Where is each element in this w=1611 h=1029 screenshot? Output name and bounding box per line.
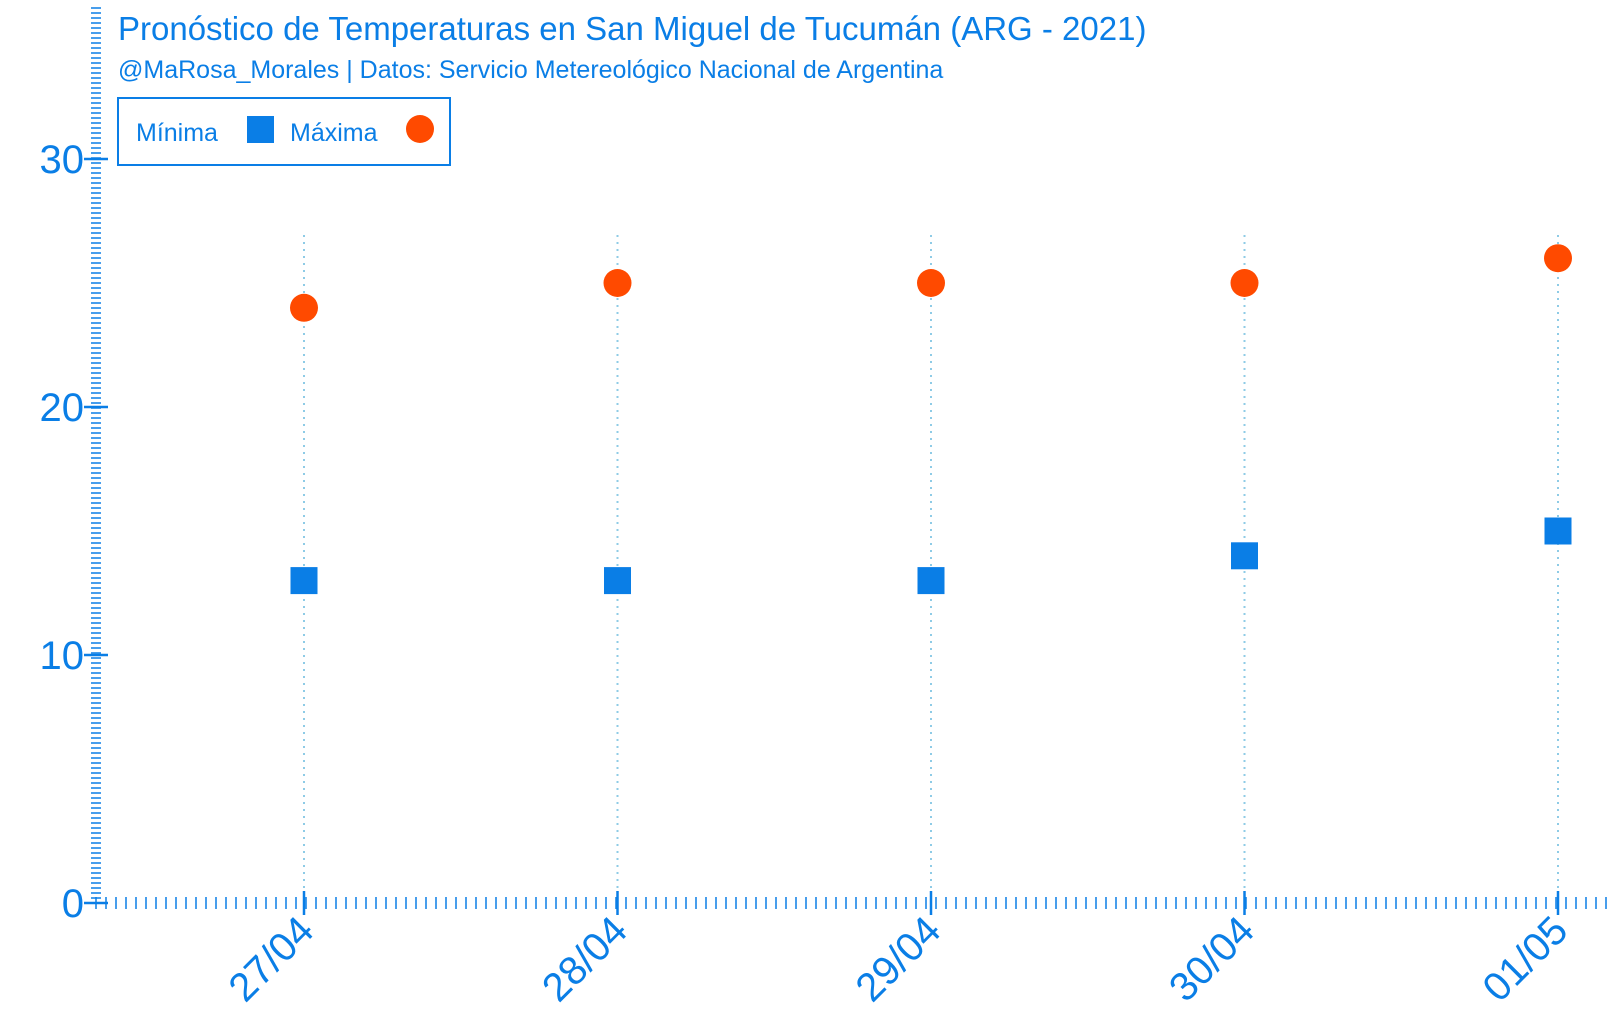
- y-tick-label: 20: [40, 386, 85, 430]
- x-tick-label: 29/04: [847, 908, 949, 1010]
- series-minima: [290, 517, 1572, 595]
- axes: [84, 7, 1607, 915]
- minima-point: [290, 567, 318, 595]
- y-tick-label: 30: [40, 138, 85, 182]
- x-tick-label: 27/04: [220, 908, 322, 1010]
- maxima-point: [917, 269, 945, 297]
- x-tick-label: 28/04: [534, 908, 636, 1010]
- chart-title: Pronóstico de Temperaturas en San Miguel…: [118, 10, 1146, 47]
- minima-point: [917, 567, 945, 595]
- legend-label-maxima: Máxima: [290, 119, 378, 147]
- x-tick-labels: 27/04 28/04 29/04 30/04 01/05: [220, 908, 1576, 1010]
- x-tick-label: 01/05: [1474, 908, 1576, 1010]
- minima-point: [1544, 517, 1572, 545]
- y-tick-label: 10: [40, 634, 85, 678]
- legend: Mínima Máxima: [117, 97, 451, 166]
- series-maxima: [290, 244, 1572, 322]
- x-tick-label: 30/04: [1161, 908, 1263, 1010]
- legend-marker-minima: [247, 116, 274, 143]
- minima-point: [1231, 542, 1258, 570]
- legend-box: [117, 97, 451, 166]
- minima-point: [604, 567, 631, 595]
- chart-subtitle: @MaRosa_Morales | Datos: Servicio Metere…: [118, 56, 943, 84]
- legend-marker-maxima: [406, 115, 434, 143]
- y-tick-labels: 0 10 20 30: [40, 138, 85, 926]
- maxima-point: [603, 269, 632, 297]
- legend-label-minima: Mínima: [136, 119, 218, 147]
- y-tick-label: 0: [62, 882, 84, 926]
- maxima-point: [1230, 269, 1259, 297]
- maxima-point: [290, 293, 318, 322]
- maxima-point: [1544, 244, 1572, 273]
